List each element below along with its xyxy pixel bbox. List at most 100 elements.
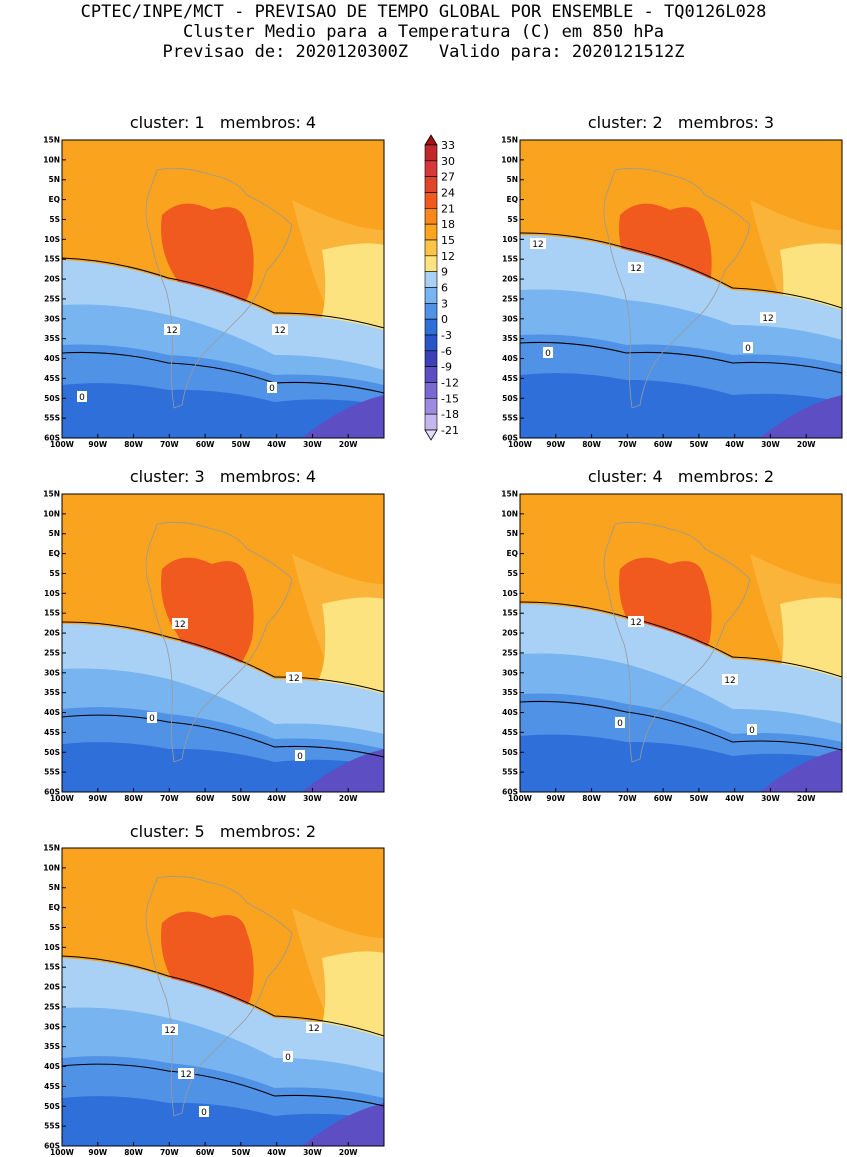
lon-tick-label: 90W [546,440,565,449]
lon-tick-label: 30W [761,440,780,449]
lat-tick-label: 55S [502,768,518,777]
lat-tick-label: 35S [44,334,60,343]
colorbar-label: 9 [441,266,448,279]
contour-label: 0 [285,1053,291,1063]
lon-tick-label: 80W [124,440,143,449]
contour-label-bg [283,1051,293,1062]
cold-core [302,1103,384,1146]
colorbar-label: -12 [441,377,459,390]
lat-tick-label: 5S [49,215,60,224]
colorbar-label: 33 [441,139,455,152]
contour-label: 12 [630,618,641,628]
lon-tick-label: 40W [725,794,744,803]
contour-label-bg [178,1068,194,1079]
lat-tick-label: 30S [44,314,60,323]
lat-tick-label: 15N [501,490,518,499]
header-line-2: Cluster Medio para a Temperatura (C) em … [182,22,665,42]
lat-tick-label: 45S [44,374,60,383]
colorbar-label: 30 [441,155,455,168]
colorbar-swatch [424,398,438,415]
lat-tick-label: 25S [502,294,518,303]
lon-tick-label: 50W [232,1148,251,1157]
contour-label-bg [199,1106,209,1117]
continent-outline [145,521,293,763]
lat-tick-label: 60S [502,788,518,797]
cold-core [302,749,384,792]
lat-tick-label: 15S [502,255,518,264]
colorbar-swatch [424,366,438,383]
lat-tick-label: 15N [43,844,60,853]
lat-tick-label: 15S [44,609,60,618]
continent-outline [145,167,293,409]
contour-label: 0 [201,1108,207,1118]
panel-title-1: cluster: 1 membros: 4 [129,113,317,132]
lat-tick-label: 40S [44,708,60,717]
contour-12 [62,955,384,1037]
lat-tick-label: 5S [507,215,518,224]
colorbar-swatch [424,382,438,399]
contour-label-bg [267,382,277,393]
lat-tick-label: 20S [502,629,518,638]
lat-tick-label: 15N [43,136,60,145]
lat-tick-label: 10N [43,863,60,872]
lat-tick-label: 40S [44,1062,60,1071]
lon-tick-label: 60W [196,440,215,449]
colorbar-swatch [424,334,438,352]
map-panel: 15N 10N 5N EQ 5S 10S 15S 20S 25S 30S 35S 40S 45S 50S 5… [43,844,385,1157]
lon-tick-label: 60W [196,1148,215,1157]
contour-label-bg [295,750,305,761]
contour-label-bg [615,717,625,728]
panel-title-5: cluster: 5 membros: 2 [129,822,317,841]
lon-tick-label: 30W [761,794,780,803]
contour-label-bg [760,312,776,323]
lon-tick-label: 50W [232,794,251,803]
lat-tick-label: 10N [43,509,60,518]
lon-tick-label: 70W [160,1148,179,1157]
colorbar-label: 21 [441,202,455,215]
panel-title-3: cluster: 3 membros: 4 [129,467,317,486]
contour-label-bg [77,391,87,402]
contour-0 [62,714,384,758]
map-panel: 15N 10N 5N EQ 5S 10S 15S 20S 25S 30S 35S 40S 45S 50S 5… [501,136,843,449]
map-panel: 15N 10N 5N EQ 5S 10S 15S 20S 25S 30S 35S 40S 45S 50S 5… [43,490,385,803]
colorbar-label: -15 [441,392,459,405]
panel-frame [61,847,385,1147]
contour-label: 0 [617,719,623,729]
colorbar-swatch [424,350,438,367]
lon-tick-label: 40W [267,1148,286,1157]
colorbar-swatch [424,176,438,193]
lat-tick-label: 5S [49,569,60,578]
panel-frame [519,139,843,439]
continent-outline [603,521,751,763]
colorbar-label: -21 [441,424,459,437]
contour-label: 12 [630,264,641,274]
map-panel: 15N 10N 5N EQ 5S 10S 15S 20S 25S 30S 35S 40S 45S 50S 5… [43,136,385,449]
lon-tick-label: 60W [196,794,215,803]
lon-tick-label: 80W [124,794,143,803]
contour-label-bg [162,1024,178,1035]
lat-tick-label: 30S [502,314,518,323]
contour-label: 12 [174,620,185,630]
contour-label-bg [747,724,757,735]
cold-core [760,395,842,438]
contour-12 [520,232,842,309]
contour-label: 12 [308,1024,319,1034]
lon-tick-label: 20W [339,440,358,449]
contour-label: 12 [724,676,735,686]
lat-tick-label: 40S [44,354,60,363]
contour-label: 0 [545,349,551,359]
header-line-3: Previsao de: 2020120300Z Valido para: 20… [162,42,685,62]
colorbar-label: 15 [441,234,455,247]
lat-tick-label: 40S [502,708,518,717]
lon-tick-label: 20W [339,1148,358,1157]
colorbar-swatch [424,160,438,177]
colorbar-label: 0 [441,313,448,326]
lon-tick-label: 70W [618,794,637,803]
lat-tick-label: 5N [507,529,519,538]
contour-label-bg [628,616,644,627]
colorbar-label: 27 [441,171,455,184]
lat-tick-label: 15S [44,963,60,972]
contour-label: 0 [749,726,755,736]
contour-label-bg [543,347,553,358]
